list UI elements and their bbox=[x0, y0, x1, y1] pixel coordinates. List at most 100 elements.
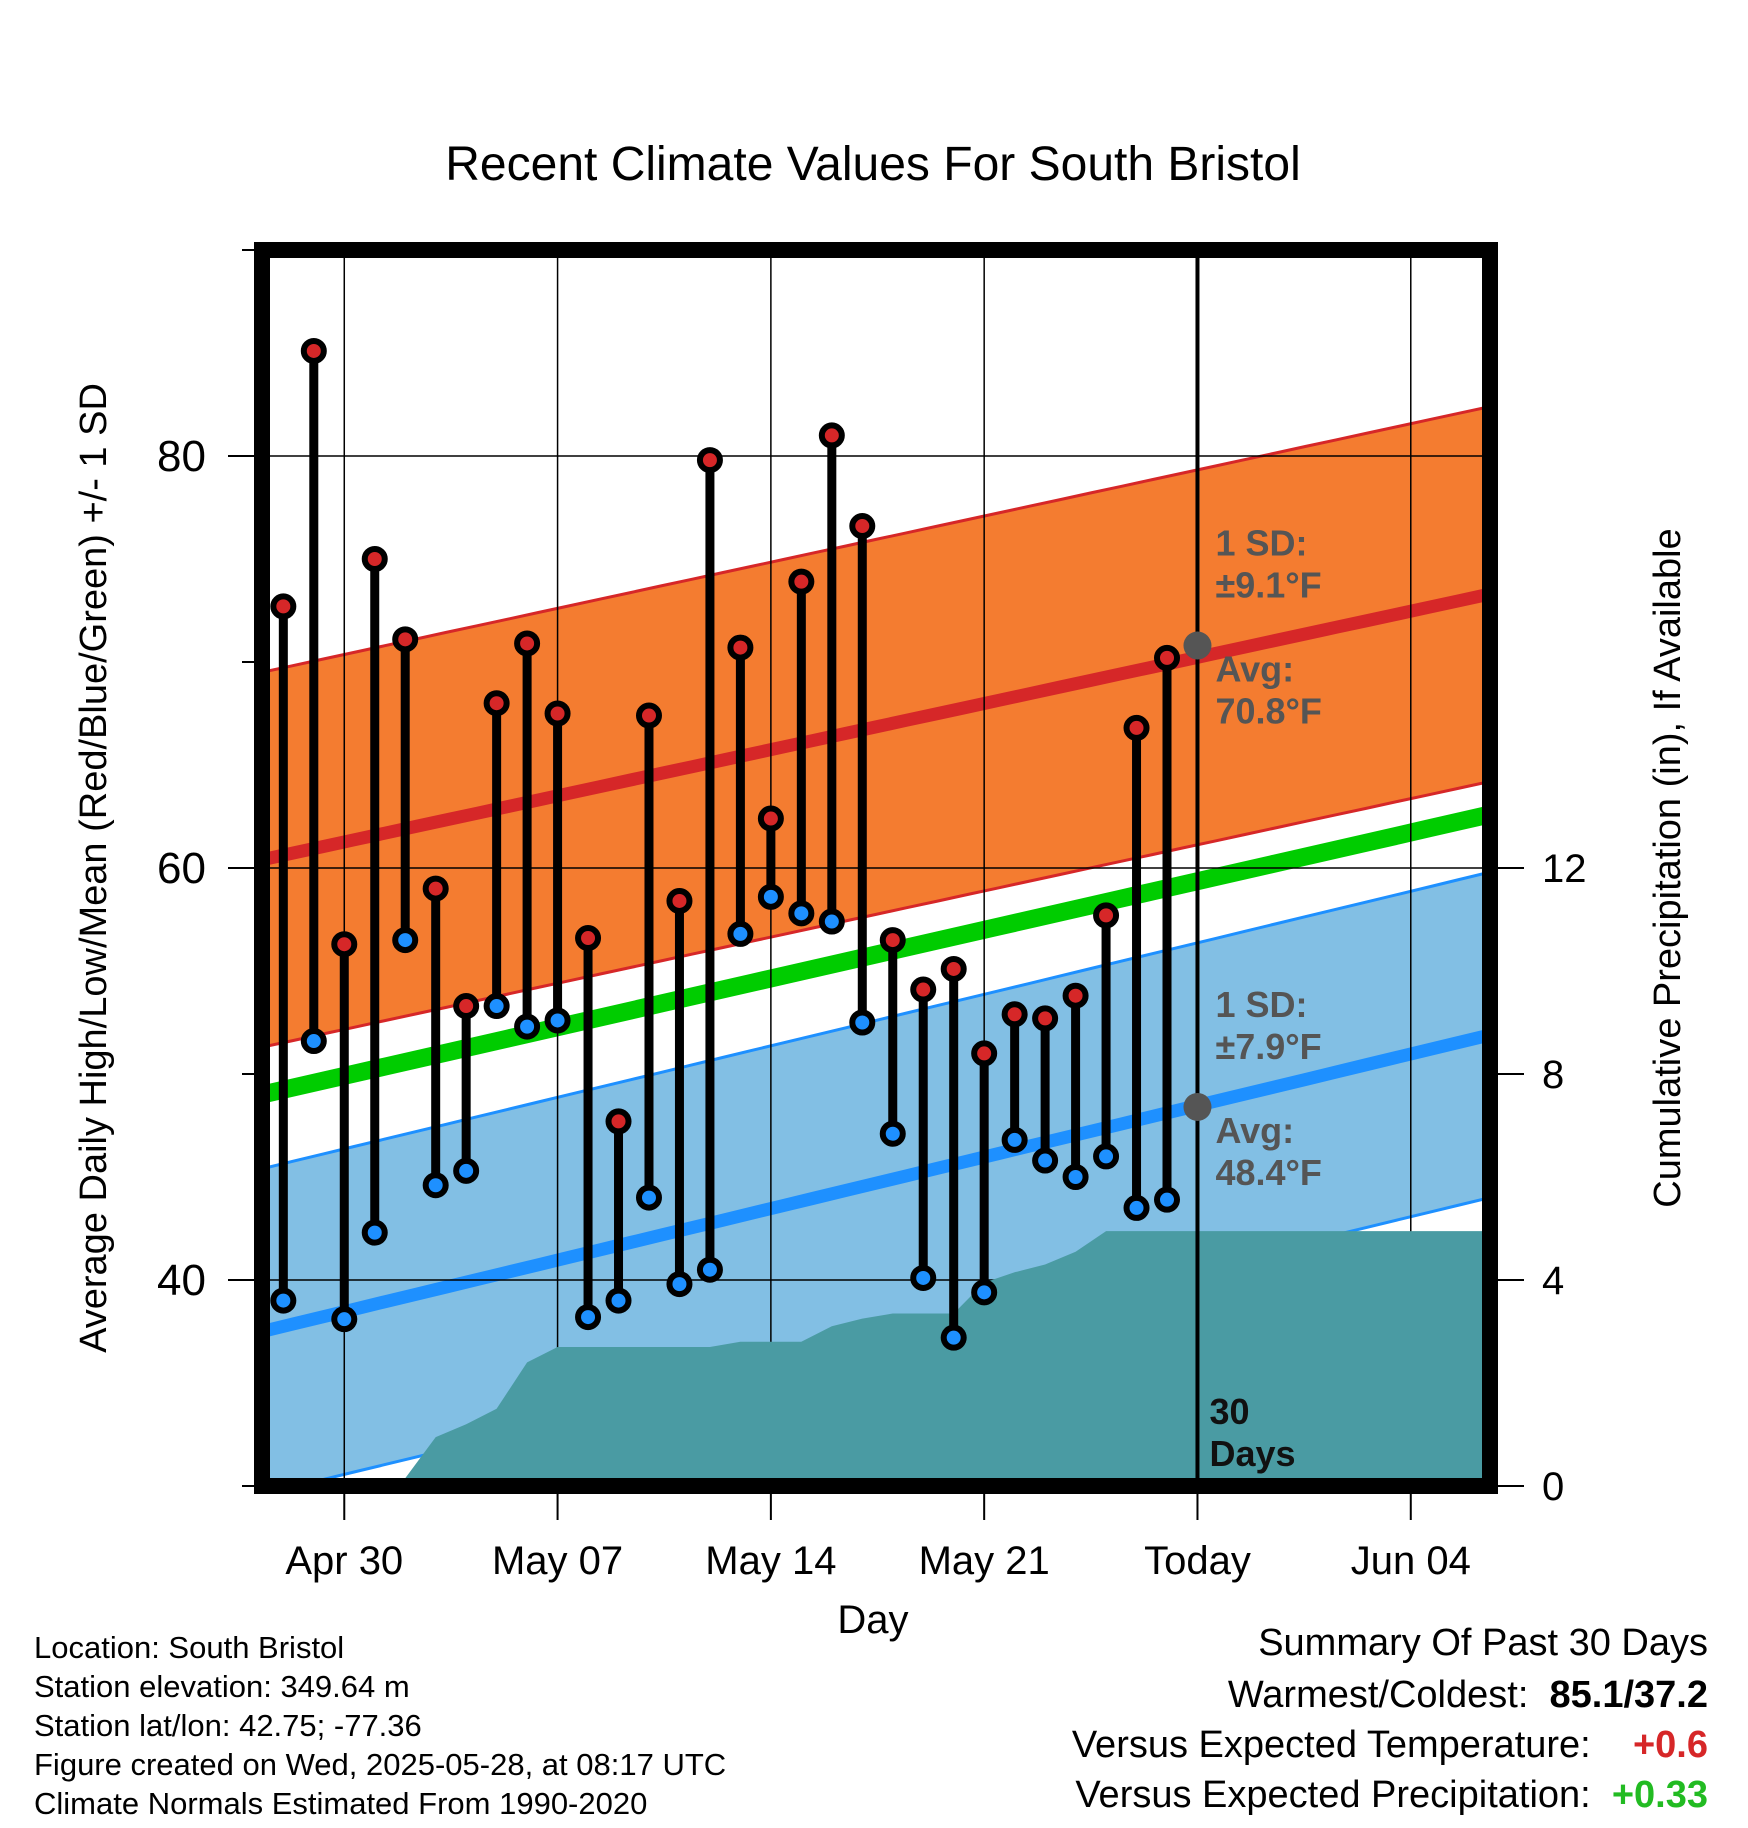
high-point-23 bbox=[971, 1040, 998, 1067]
low-point-15 bbox=[727, 920, 754, 947]
y2-tick-label-1: 4 bbox=[1542, 1259, 1564, 1303]
low-sd-label: 1 SD: ±7.9°F bbox=[1215, 984, 1321, 1067]
low-point-8 bbox=[514, 1013, 541, 1040]
x-axis-label: Day bbox=[837, 1598, 908, 1642]
high-point-1 bbox=[300, 337, 327, 364]
high-point-7 bbox=[483, 690, 510, 717]
high-point-9 bbox=[544, 700, 571, 727]
low-point-21 bbox=[910, 1264, 937, 1291]
summary-temp-label: Versus Expected Temperature: bbox=[1071, 1724, 1591, 1766]
high-point-0 bbox=[270, 593, 297, 620]
x-tick-label-5: Jun 04 bbox=[1351, 1539, 1471, 1583]
low-point-13 bbox=[666, 1271, 693, 1298]
low-point-25 bbox=[1032, 1147, 1059, 1174]
high-point-13 bbox=[666, 887, 693, 914]
low-point-23 bbox=[971, 1279, 998, 1306]
y-tick-label-0: 40 bbox=[157, 1256, 206, 1305]
y-tick-label-1: 60 bbox=[157, 844, 206, 893]
low-point-1 bbox=[300, 1028, 327, 1055]
summary-title: Summary Of Past 30 Days bbox=[1258, 1622, 1708, 1664]
high-point-5 bbox=[422, 875, 449, 902]
high-sd-label: 1 SD: ±9.1°F bbox=[1215, 523, 1321, 606]
high-point-19 bbox=[849, 513, 876, 540]
high-point-16 bbox=[757, 805, 784, 832]
high-point-27 bbox=[1093, 902, 1120, 929]
y2-tick-label-3: 12 bbox=[1542, 847, 1587, 891]
high-point-28 bbox=[1123, 714, 1150, 741]
summary-precip-value: +0.33 bbox=[1611, 1774, 1708, 1816]
low-avg-label: Avg: 48.4°F bbox=[1215, 1110, 1321, 1193]
low-point-7 bbox=[483, 993, 510, 1020]
high-point-21 bbox=[910, 976, 937, 1003]
footer-normals: Climate Normals Estimated From 1990-2020 bbox=[34, 1786, 648, 1821]
low-point-3 bbox=[361, 1219, 388, 1246]
high-avg-point bbox=[1183, 631, 1212, 660]
low-point-26 bbox=[1062, 1164, 1089, 1190]
high-point-25 bbox=[1032, 1005, 1059, 1032]
low-point-22 bbox=[940, 1324, 967, 1351]
high-sd-upper-edge bbox=[262, 405, 1490, 674]
summary-warmcold: Warmest/Coldest: 85.1/37.2 bbox=[1228, 1674, 1708, 1717]
x-tick-label-1: May 07 bbox=[492, 1539, 623, 1583]
low-point-19 bbox=[849, 1009, 876, 1036]
footer-latlon: Station lat/lon: 42.75; -77.36 bbox=[34, 1708, 422, 1743]
low-point-0 bbox=[270, 1287, 297, 1314]
y2-tick-label-2: 8 bbox=[1542, 1053, 1564, 1097]
y2-axis-label: Cumulative Precipitation (in), If Availa… bbox=[1647, 528, 1689, 1207]
low-point-29 bbox=[1154, 1186, 1181, 1213]
low-avg-point bbox=[1183, 1092, 1212, 1121]
y-axis-label: Average Daily High/Low/Mean (Red/Blue/Gr… bbox=[73, 383, 115, 1353]
high-avg-label: Avg: 70.8°F bbox=[1215, 649, 1321, 732]
high-point-6 bbox=[453, 993, 480, 1020]
high-point-29 bbox=[1154, 644, 1181, 671]
summary-warmcold-label: Warmest/Coldest: bbox=[1227, 1674, 1529, 1716]
today-days-label: 30 Days bbox=[1209, 1391, 1295, 1474]
low-point-17 bbox=[788, 900, 815, 927]
high-point-4 bbox=[392, 626, 419, 653]
high-point-22 bbox=[940, 955, 967, 982]
precip-layer bbox=[262, 1231, 1490, 1486]
low-point-6 bbox=[453, 1157, 480, 1184]
low-point-2 bbox=[331, 1306, 358, 1333]
high-point-3 bbox=[361, 546, 388, 572]
low-point-10 bbox=[575, 1304, 602, 1331]
summary-precip: Versus Expected Precipitation: +0.33 bbox=[1075, 1774, 1708, 1817]
low-normal-line bbox=[262, 1028, 1490, 1338]
low-point-20 bbox=[879, 1120, 906, 1147]
y2-tick-label-0: 0 bbox=[1542, 1465, 1564, 1509]
daily-range-bars bbox=[270, 337, 1181, 1351]
high-point-18 bbox=[818, 422, 845, 449]
low-point-14 bbox=[696, 1256, 723, 1283]
chart-title: Recent Climate Values For South Bristol bbox=[445, 138, 1300, 191]
high-normal-line bbox=[262, 587, 1490, 867]
x-tick-label-4: Today bbox=[1144, 1539, 1251, 1583]
high-point-12 bbox=[635, 702, 662, 729]
summary-temp: Versus Expected Temperature: +0.6 bbox=[1072, 1724, 1708, 1767]
high-point-10 bbox=[575, 925, 602, 952]
low-point-27 bbox=[1093, 1143, 1120, 1170]
footer-elevation: Station elevation: 349.64 m bbox=[34, 1669, 410, 1704]
summary-temp-value: +0.6 bbox=[1632, 1724, 1708, 1766]
today-line-group bbox=[1183, 250, 1212, 1486]
low-point-9 bbox=[544, 1007, 571, 1034]
x-tick-label-3: May 21 bbox=[919, 1539, 1050, 1583]
high-point-15 bbox=[727, 634, 754, 661]
low-point-18 bbox=[818, 908, 845, 935]
low-point-16 bbox=[757, 883, 784, 910]
high-point-11 bbox=[605, 1108, 632, 1135]
low-point-5 bbox=[422, 1172, 449, 1199]
precip-area bbox=[262, 1231, 1490, 1486]
footer-created: Figure created on Wed, 2025-05-28, at 08… bbox=[34, 1747, 727, 1782]
high-point-2 bbox=[331, 931, 358, 958]
plot-frame bbox=[254, 242, 1498, 1494]
low-point-12 bbox=[635, 1184, 662, 1211]
high-point-8 bbox=[514, 630, 541, 657]
x-tick-label-0: Apr 30 bbox=[285, 1539, 403, 1583]
low-point-28 bbox=[1123, 1194, 1150, 1221]
summary-warmcold-value: 85.1/37.2 bbox=[1549, 1674, 1708, 1716]
low-point-24 bbox=[1001, 1126, 1028, 1153]
high-point-26 bbox=[1062, 982, 1089, 1009]
y-tick-label-2: 80 bbox=[157, 432, 206, 481]
normal-labels: 1 SD: ±9.1°F Avg: 70.8°F 1 SD: ±7.9°F Avg: 48.4… bbox=[1209, 523, 1321, 1474]
